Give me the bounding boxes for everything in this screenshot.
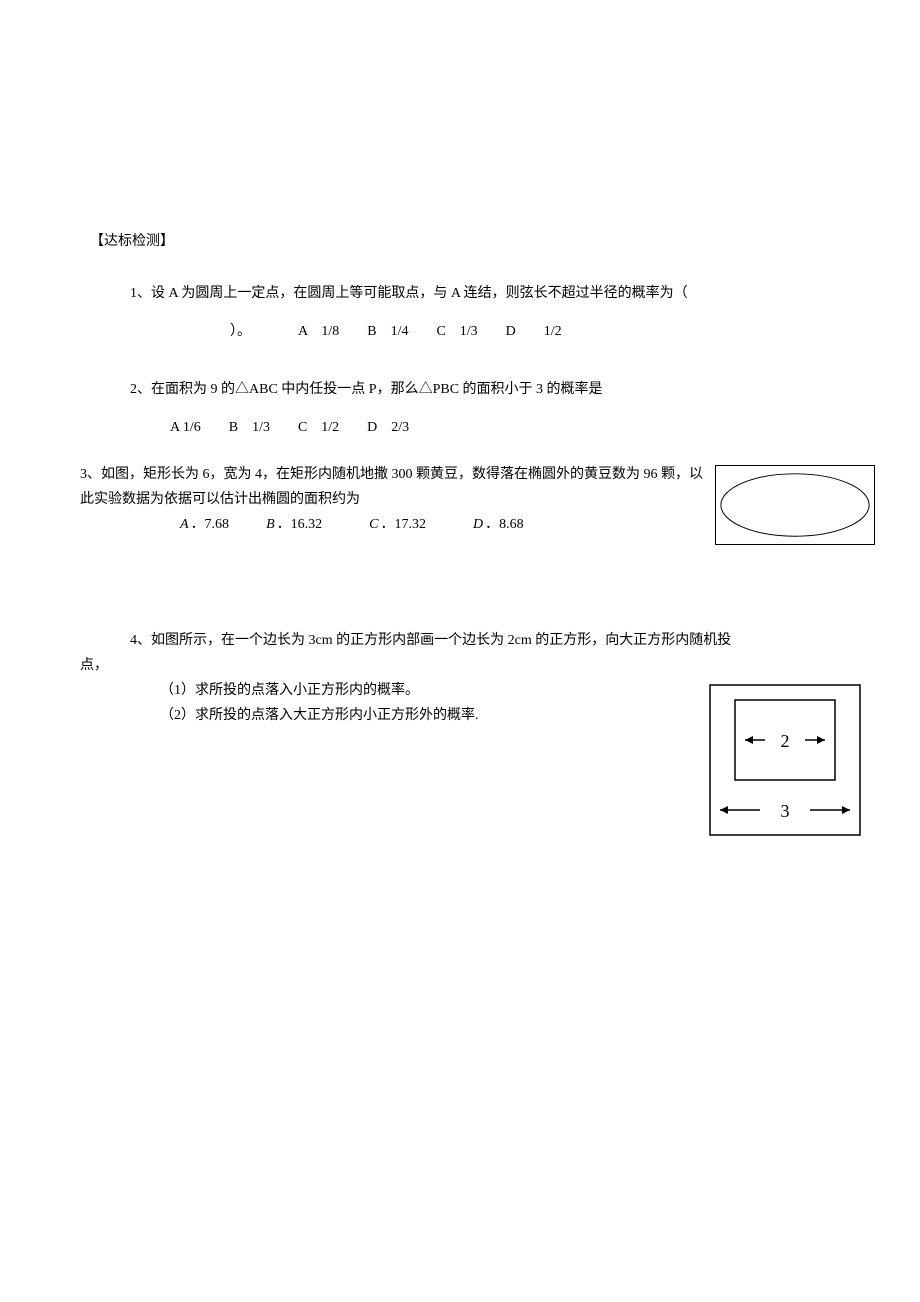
square-figure: 2 3 — [705, 680, 865, 840]
label-3: 3 — [781, 801, 790, 821]
q3-optD-val: ．8.68 — [485, 517, 524, 532]
ellipse-figure — [715, 465, 875, 545]
question-2: 2、在面积为 9 的△ABC 中内任投一点 P，那么△PBC 的面积小于 3 的… — [130, 376, 880, 442]
q1-options: A 1/8 B 1/4 C 1/3 D 1/2 — [298, 324, 562, 339]
q3-optA-label: A — [180, 517, 189, 532]
q3-optA-val: ．7.68 — [191, 517, 230, 532]
q3-optC-label: C — [369, 517, 378, 532]
q1-text: 1、设 A 为圆周上一定点，在圆周上等可能取点，与 A 连结，则弦长不超过半径的… — [130, 286, 688, 301]
question-1: 1、设 A 为圆周上一定点，在圆周上等可能取点，与 A 连结，则弦长不超过半径的… — [130, 280, 880, 346]
q3-optB-label: B — [266, 517, 275, 532]
q4-line2: 点， — [80, 653, 880, 678]
q2-options: A 1/6 B 1/3 C 1/2 D 2/3 — [170, 420, 409, 435]
q3-optD-label: D — [473, 517, 483, 532]
section-heading: 【达标检测】 — [90, 230, 880, 250]
q1-closing: ）。 — [230, 324, 251, 339]
label-2: 2 — [781, 731, 790, 751]
q4-line1: 4、如图所示，在一个边长为 3cm 的正方形内部画一个边长为 2cm 的正方形，… — [130, 628, 880, 653]
q3-optB-val: ．16.32 — [277, 517, 323, 532]
q2-text: 2、在面积为 9 的△ABC 中内任投一点 P，那么△PBC 的面积小于 3 的… — [130, 382, 603, 397]
q3-optC-val: ．17.32 — [380, 517, 426, 532]
